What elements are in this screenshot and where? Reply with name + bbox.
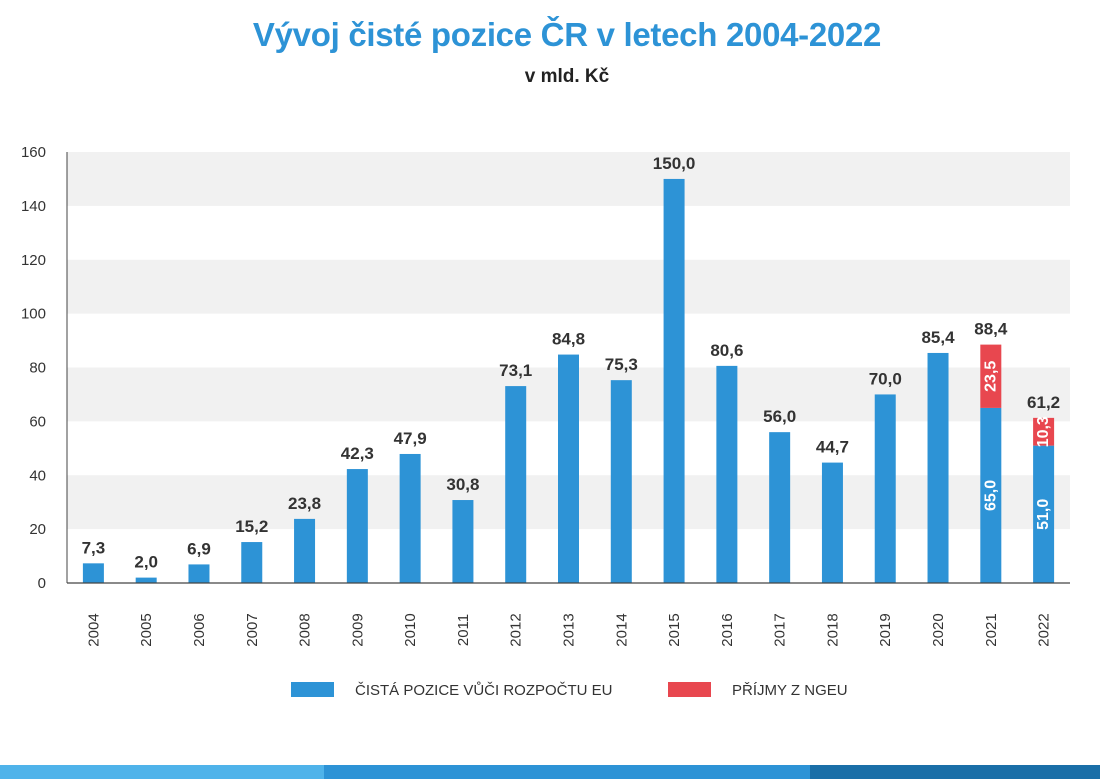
x-tick-label-2005: 2005 (138, 613, 155, 646)
segment-label-2022: 51,0 (1035, 499, 1052, 530)
y-tick-label: 100 (21, 306, 46, 323)
y-tick-label: 40 (29, 467, 46, 484)
x-tick-label-2007: 2007 (244, 613, 261, 646)
bar-2005 (135, 577, 157, 583)
x-tick-label-2012: 2012 (508, 613, 525, 646)
data-label-2009: 42,3 (341, 444, 374, 463)
x-tick-label-2006: 2006 (191, 613, 208, 646)
data-label-2006: 6,9 (187, 539, 211, 558)
data-label-2014: 75,3 (605, 355, 638, 374)
legend-label-ngeu: PŘÍJMY Z NGEU (732, 682, 848, 699)
bar-2004 (82, 563, 104, 583)
x-tick-label-2016: 2016 (719, 613, 736, 646)
x-tick-label-2014: 2014 (613, 613, 630, 646)
bar-2007 (241, 542, 263, 583)
x-tick-label-2021: 2021 (983, 613, 1000, 646)
y-tick-label: 60 (29, 413, 46, 430)
x-tick-label-2004: 2004 (85, 613, 102, 646)
bar-2015 (663, 178, 685, 583)
legend-swatch-eu (291, 682, 334, 697)
bar-2013 (558, 354, 579, 583)
data-label-2022: 61,2 (1027, 393, 1060, 412)
bar-2016 (716, 365, 738, 583)
bar-2020 (927, 352, 949, 583)
bar-ngeu-2022 (1033, 417, 1055, 446)
data-label-2013: 84,8 (552, 330, 585, 349)
x-tick-label-2008: 2008 (297, 613, 314, 646)
bar-ngeu-2021 (980, 344, 1002, 408)
x-tick-label-2019: 2019 (877, 613, 894, 646)
y-tick-label: 160 (21, 144, 46, 161)
footer-color-bar (0, 765, 1100, 779)
grid-band (67, 259, 1070, 314)
data-label-2018: 44,7 (816, 438, 849, 457)
y-tick-label: 140 (21, 198, 46, 215)
x-tick-label-2018: 2018 (824, 613, 841, 646)
y-tick-label: 80 (29, 360, 46, 377)
bar-chart: 0 20 40 60 80 100 120 140 160 7,3 2004 2,0 2005 6,9 20… (21, 144, 1070, 699)
y-tick-label: 20 (29, 521, 46, 538)
bar-2008 (294, 518, 316, 583)
data-label-2016: 80,6 (710, 341, 743, 360)
y-tick-label: 0 (38, 575, 46, 592)
data-label-2019: 70,0 (869, 369, 902, 388)
x-tick-label-2022: 2022 (1036, 613, 1053, 646)
legend-label-eu: ČISTÁ POZICE VŮČI ROZPOČTU EU (355, 681, 613, 699)
chart-title: Vývoj čisté pozice ČR v letech 2004-2022 (252, 16, 882, 53)
bar-2019 (874, 394, 896, 583)
data-label-2005: 2,0 (134, 553, 158, 572)
bar-2006 (188, 564, 210, 583)
x-tick-label-2020: 2020 (930, 613, 947, 646)
data-label-2011: 30,8 (446, 475, 479, 494)
x-tick-label-2010: 2010 (402, 613, 419, 646)
data-label-2010: 47,9 (394, 429, 427, 448)
x-tick-label-2011: 2011 (455, 614, 472, 646)
footer-segment-mid (324, 765, 810, 779)
chart-subtitle: v mld. Kč (524, 66, 610, 87)
bar-2017 (769, 432, 791, 583)
data-label-2020: 85,4 (921, 328, 955, 347)
data-label-2015: 150,0 (653, 154, 696, 173)
segment-label-ngeu-2022: 10,3 (1035, 416, 1052, 447)
footer-segment-light (0, 765, 324, 779)
bar-2010 (399, 453, 421, 583)
data-label-2021: 88,4 (974, 320, 1008, 339)
data-label-2012: 73,1 (499, 361, 532, 380)
bar-2022 (1033, 445, 1055, 583)
segment-label-2021: 65,0 (982, 480, 999, 511)
grid-band (67, 152, 1070, 206)
x-tick-label-2015: 2015 (666, 613, 683, 646)
legend-swatch-ngeu (668, 682, 711, 697)
x-tick-label-2013: 2013 (561, 613, 578, 646)
bar-2011 (452, 500, 474, 583)
data-label-2004: 7,3 (82, 538, 106, 557)
bar-2009 (346, 469, 368, 583)
bar-2021 (980, 407, 1002, 583)
data-label-2007: 15,2 (235, 517, 268, 536)
bar-2018 (821, 462, 843, 583)
data-label-2008: 23,8 (288, 494, 321, 513)
bar-2012 (505, 386, 527, 583)
footer-segment-dark (810, 765, 1100, 779)
x-tick-label-2009: 2009 (349, 613, 366, 646)
y-tick-label: 120 (21, 252, 46, 269)
bar-2014 (610, 380, 632, 583)
x-tick-label-2017: 2017 (772, 613, 789, 646)
segment-label-ngeu-2021: 23,5 (982, 361, 999, 392)
data-label-2017: 56,0 (763, 407, 796, 426)
